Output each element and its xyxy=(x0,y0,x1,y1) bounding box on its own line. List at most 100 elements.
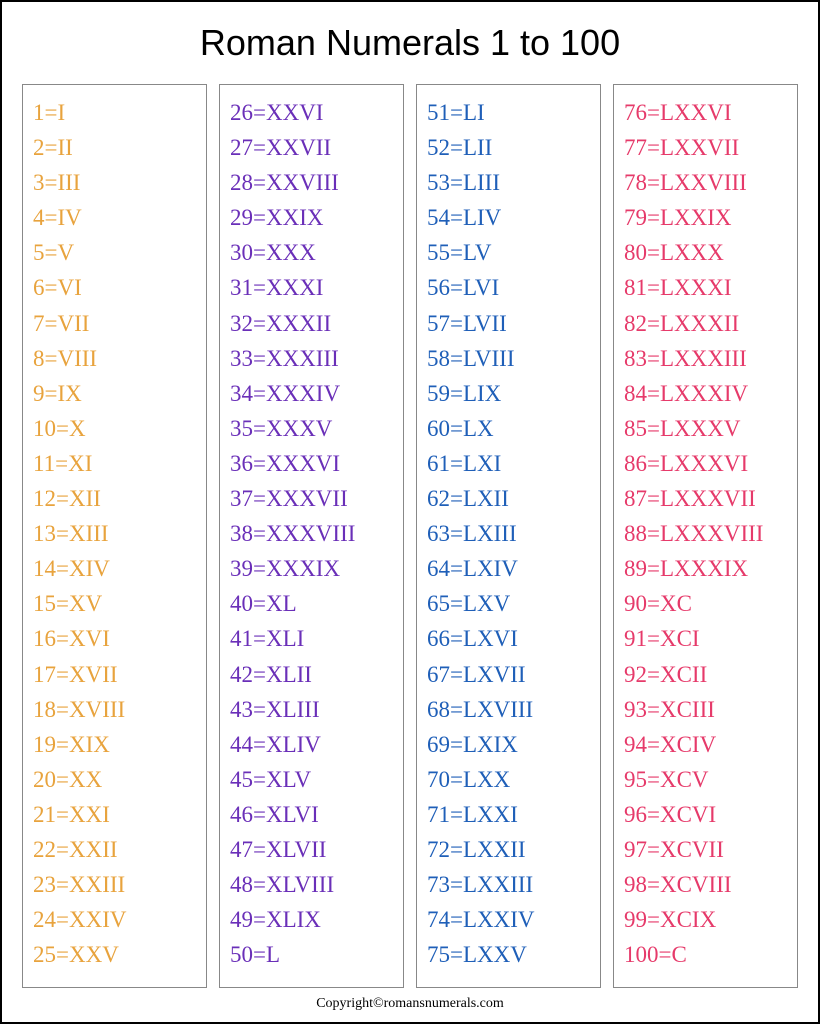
numeral-entry: 70=LXX xyxy=(427,766,590,794)
numeral-entry: 84=LXXXIV xyxy=(624,380,787,408)
numeral-entry: 14=XIV xyxy=(33,555,196,583)
numeral-entry: 82=LXXXII xyxy=(624,310,787,338)
numeral-entry: 51=LI xyxy=(427,99,590,127)
numeral-entry: 19=XIX xyxy=(33,731,196,759)
numeral-entry: 13=XIII xyxy=(33,520,196,548)
numeral-entry: 58=LVIII xyxy=(427,345,590,373)
numeral-entry: 34=XXXIV xyxy=(230,380,393,408)
numeral-entry: 23=XXIII xyxy=(33,871,196,899)
page-title: Roman Numerals 1 to 100 xyxy=(22,22,798,64)
numeral-entry: 75=LXXV xyxy=(427,941,590,969)
numeral-entry: 92=XCII xyxy=(624,661,787,689)
numeral-entry: 87=LXXXVII xyxy=(624,485,787,513)
numeral-entry: 40=XL xyxy=(230,590,393,618)
numeral-entry: 50=L xyxy=(230,941,393,969)
numeral-entry: 44=XLIV xyxy=(230,731,393,759)
numeral-entry: 17=XVII xyxy=(33,661,196,689)
numeral-entry: 63=LXIII xyxy=(427,520,590,548)
numeral-entry: 46=XLVI xyxy=(230,801,393,829)
numeral-entry: 42=XLII xyxy=(230,661,393,689)
column-76-100: 76=LXXVI 77=LXXVII 78=LXXVIII 79=LXXIX 80=LX… xyxy=(613,84,798,988)
numeral-entry: 73=LXXIII xyxy=(427,871,590,899)
column-51-75: 51=LI52=LII53=LIII54=LIV55=LV56=LVI57=LV… xyxy=(416,84,601,988)
numeral-entry: 97=XCVII xyxy=(624,836,787,864)
numeral-entry: 59=LIX xyxy=(427,380,590,408)
numeral-entry: 9=IX xyxy=(33,380,196,408)
numeral-entry: 20=XX xyxy=(33,766,196,794)
numeral-entry: 61=LXI xyxy=(427,450,590,478)
numeral-entry: 35=XXXV xyxy=(230,415,393,443)
numeral-entry: 89=LXXXIX xyxy=(624,555,787,583)
columns-container: 1=I2=II3=III4=IV5=V6=VI7=VII8=VIII9=IX10… xyxy=(22,84,798,988)
numeral-entry: 67=LXVII xyxy=(427,661,590,689)
numeral-entry: 72=LXXII xyxy=(427,836,590,864)
numeral-entry: 65=LXV xyxy=(427,590,590,618)
numeral-entry: 98=XCVIII xyxy=(624,871,787,899)
numeral-entry: 36=XXXVI xyxy=(230,450,393,478)
numeral-entry: 76=LXXVI xyxy=(624,99,787,127)
numeral-entry: 91=XCI xyxy=(624,625,787,653)
numeral-entry: 60=LX xyxy=(427,415,590,443)
numeral-entry: 10=X xyxy=(33,415,196,443)
numeral-entry: 18=XVIII xyxy=(33,696,196,724)
numeral-entry: 88=LXXXVIII xyxy=(624,520,787,548)
copyright-text: Copyright©romansnumerals.com xyxy=(22,996,798,1012)
numeral-entry: 11=XI xyxy=(33,450,196,478)
numeral-entry: 25=XXV xyxy=(33,941,196,969)
numeral-entry: 83=LXXXIII xyxy=(624,345,787,373)
numeral-entry: 41=XLI xyxy=(230,625,393,653)
numeral-entry: 96=XCVI xyxy=(624,801,787,829)
numeral-entry: 45=XLV xyxy=(230,766,393,794)
numeral-entry: 39=XXXIX xyxy=(230,555,393,583)
column-26-50: 26=XXVI 27=XXVII 28=XXVIII 29=XXIX 30=XXX 31=… xyxy=(219,84,404,988)
numeral-entry: 22=XXII xyxy=(33,836,196,864)
numeral-entry: 2=II xyxy=(33,134,196,162)
numeral-entry: 26=XXVI xyxy=(230,99,393,127)
numeral-entry: 8=VIII xyxy=(33,345,196,373)
numeral-entry: 21=XXI xyxy=(33,801,196,829)
numeral-entry: 38=XXXVIII xyxy=(230,520,393,548)
numeral-entry: 80=LXXX xyxy=(624,239,787,267)
numeral-entry: 86=LXXXVI xyxy=(624,450,787,478)
numeral-entry: 94=XCIV xyxy=(624,731,787,759)
numeral-entry: 33=XXXIII xyxy=(230,345,393,373)
numeral-entry: 29=XXIX xyxy=(230,204,393,232)
numeral-entry: 93=XCIII xyxy=(624,696,787,724)
numeral-entry: 52=LII xyxy=(427,134,590,162)
numeral-entry: 3=III xyxy=(33,169,196,197)
numeral-entry: 7=VII xyxy=(33,310,196,338)
numeral-entry: 95=XCV xyxy=(624,766,787,794)
numeral-entry: 4=IV xyxy=(33,204,196,232)
numeral-entry: 100=C xyxy=(624,941,787,969)
numeral-entry: 62=LXII xyxy=(427,485,590,513)
numeral-entry: 32=XXXII xyxy=(230,310,393,338)
numeral-entry: 69=LXIX xyxy=(427,731,590,759)
numeral-entry: 30=XXX xyxy=(230,239,393,267)
numeral-entry: 68=LXVIII xyxy=(427,696,590,724)
numeral-entry: 57=LVII xyxy=(427,310,590,338)
numeral-entry: 12=XII xyxy=(33,485,196,513)
numeral-entry: 48=XLVIII xyxy=(230,871,393,899)
numeral-entry: 6=VI xyxy=(33,274,196,302)
numeral-entry: 54=LIV xyxy=(427,204,590,232)
numeral-entry: 31=XXXI xyxy=(230,274,393,302)
numeral-entry: 24=XXIV xyxy=(33,906,196,934)
numeral-entry: 71=LXXI xyxy=(427,801,590,829)
numeral-entry: 81=LXXXI xyxy=(624,274,787,302)
numeral-entry: 43=XLIII xyxy=(230,696,393,724)
numeral-entry: 85=LXXXV xyxy=(624,415,787,443)
numeral-entry: 90=XC xyxy=(624,590,787,618)
numeral-entry: 49=XLIX xyxy=(230,906,393,934)
numeral-entry: 5=V xyxy=(33,239,196,267)
column-1-25: 1=I2=II3=III4=IV5=V6=VI7=VII8=VIII9=IX10… xyxy=(22,84,207,988)
numeral-entry: 28=XXVIII xyxy=(230,169,393,197)
numeral-entry: 66=LXVI xyxy=(427,625,590,653)
numeral-entry: 77=LXXVII xyxy=(624,134,787,162)
numeral-entry: 78=LXXVIII xyxy=(624,169,787,197)
numeral-entry: 27=XXVII xyxy=(230,134,393,162)
numeral-entry: 15=XV xyxy=(33,590,196,618)
numeral-entry: 79=LXXIX xyxy=(624,204,787,232)
numeral-entry: 37=XXXVII xyxy=(230,485,393,513)
numeral-entry: 16=XVI xyxy=(33,625,196,653)
numeral-entry: 64=LXIV xyxy=(427,555,590,583)
